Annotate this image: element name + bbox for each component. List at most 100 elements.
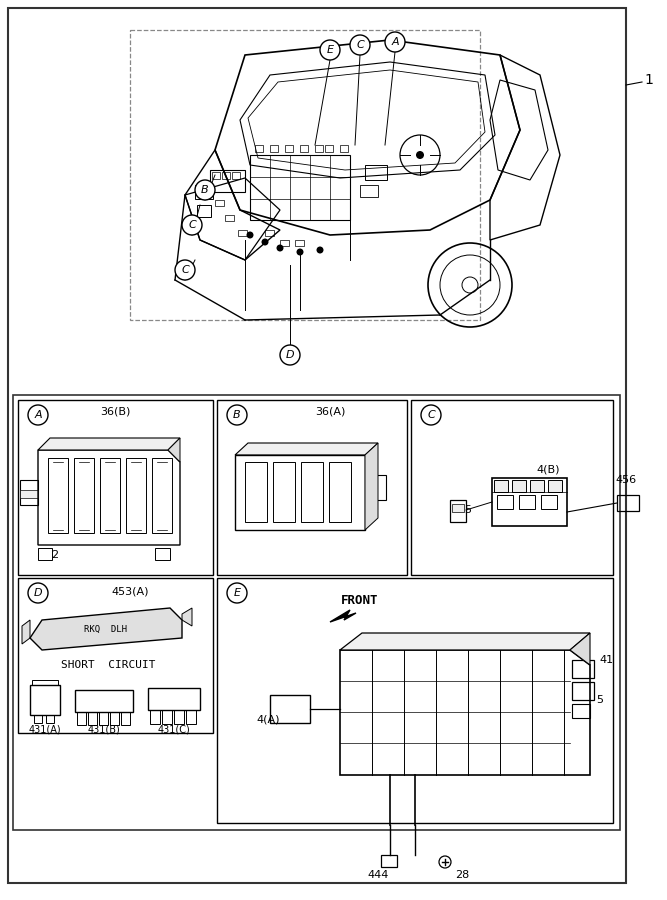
Bar — [88, 712, 97, 725]
Bar — [126, 458, 146, 533]
Bar — [110, 712, 119, 725]
Bar — [494, 480, 508, 492]
Circle shape — [182, 215, 202, 235]
Bar — [75, 690, 133, 712]
Bar — [250, 155, 350, 220]
Bar — [48, 458, 68, 533]
Bar — [365, 165, 387, 180]
Text: 444: 444 — [368, 870, 389, 880]
Bar — [295, 240, 304, 246]
Bar — [572, 660, 594, 678]
Polygon shape — [30, 608, 182, 650]
Polygon shape — [330, 610, 356, 622]
Bar — [280, 240, 289, 246]
Bar — [530, 480, 544, 492]
Bar — [273, 462, 295, 522]
Bar — [148, 688, 200, 710]
Bar — [541, 495, 557, 509]
Bar — [74, 458, 94, 533]
Bar — [368, 475, 386, 500]
Circle shape — [280, 345, 300, 365]
Polygon shape — [365, 443, 378, 530]
Bar — [162, 710, 172, 724]
Bar — [215, 200, 224, 206]
Bar — [130, 30, 480, 320]
Circle shape — [247, 231, 253, 239]
Text: FRONT: FRONT — [342, 593, 379, 607]
Bar — [34, 715, 42, 723]
Circle shape — [297, 248, 303, 256]
Bar — [617, 495, 639, 511]
Circle shape — [28, 405, 48, 425]
Bar — [30, 685, 60, 715]
Text: 2: 2 — [51, 550, 59, 560]
Circle shape — [261, 238, 269, 246]
Circle shape — [175, 260, 195, 280]
Circle shape — [421, 405, 441, 425]
Bar — [174, 710, 184, 724]
Bar — [452, 504, 464, 512]
Bar — [186, 710, 196, 724]
Bar — [217, 400, 407, 575]
Text: 431(C): 431(C) — [157, 725, 190, 735]
Bar — [285, 145, 293, 152]
Bar — [255, 145, 263, 152]
Bar — [315, 145, 323, 152]
Bar — [360, 185, 378, 197]
Bar — [245, 462, 267, 522]
Polygon shape — [22, 620, 30, 644]
Bar — [519, 495, 535, 509]
Text: 5: 5 — [464, 505, 472, 515]
Bar — [340, 145, 348, 152]
Bar — [411, 400, 613, 575]
Text: 431(A): 431(A) — [29, 725, 61, 735]
Polygon shape — [168, 438, 180, 462]
Text: 4(B): 4(B) — [536, 465, 560, 475]
Bar — [450, 500, 466, 522]
Bar — [329, 462, 351, 522]
Bar — [18, 400, 213, 575]
Bar — [20, 490, 38, 498]
Bar — [77, 712, 86, 725]
Bar — [270, 145, 278, 152]
Bar — [99, 712, 108, 725]
Text: B: B — [233, 410, 241, 420]
Polygon shape — [38, 438, 180, 450]
Bar — [121, 712, 130, 725]
Text: D: D — [285, 350, 294, 360]
Polygon shape — [182, 608, 192, 626]
Circle shape — [227, 405, 247, 425]
Circle shape — [227, 583, 247, 603]
Text: 5: 5 — [596, 695, 604, 705]
Bar — [512, 480, 526, 492]
Text: A: A — [391, 37, 399, 47]
Text: SHORT  CIRCUIT: SHORT CIRCUIT — [61, 660, 155, 670]
Polygon shape — [340, 633, 590, 650]
Bar — [195, 185, 213, 199]
Bar — [548, 480, 562, 492]
Text: A: A — [34, 410, 42, 420]
Bar — [497, 495, 513, 509]
Bar — [572, 682, 594, 700]
Bar — [100, 458, 120, 533]
Text: 1: 1 — [644, 73, 653, 87]
Circle shape — [350, 35, 370, 55]
Bar — [270, 695, 310, 723]
Text: 36(A): 36(A) — [315, 407, 346, 417]
Bar — [232, 172, 240, 179]
Bar — [265, 230, 274, 236]
Bar — [197, 205, 211, 217]
Text: 28: 28 — [455, 870, 469, 880]
Text: 41: 41 — [599, 655, 613, 665]
Bar — [150, 710, 160, 724]
Bar — [20, 480, 38, 505]
Circle shape — [317, 247, 323, 254]
Bar — [32, 680, 58, 685]
Bar — [222, 172, 230, 179]
Circle shape — [320, 40, 340, 60]
Bar — [210, 170, 245, 192]
Text: B: B — [201, 185, 209, 195]
Bar — [492, 478, 567, 526]
Circle shape — [277, 245, 283, 251]
Text: E: E — [327, 45, 334, 55]
